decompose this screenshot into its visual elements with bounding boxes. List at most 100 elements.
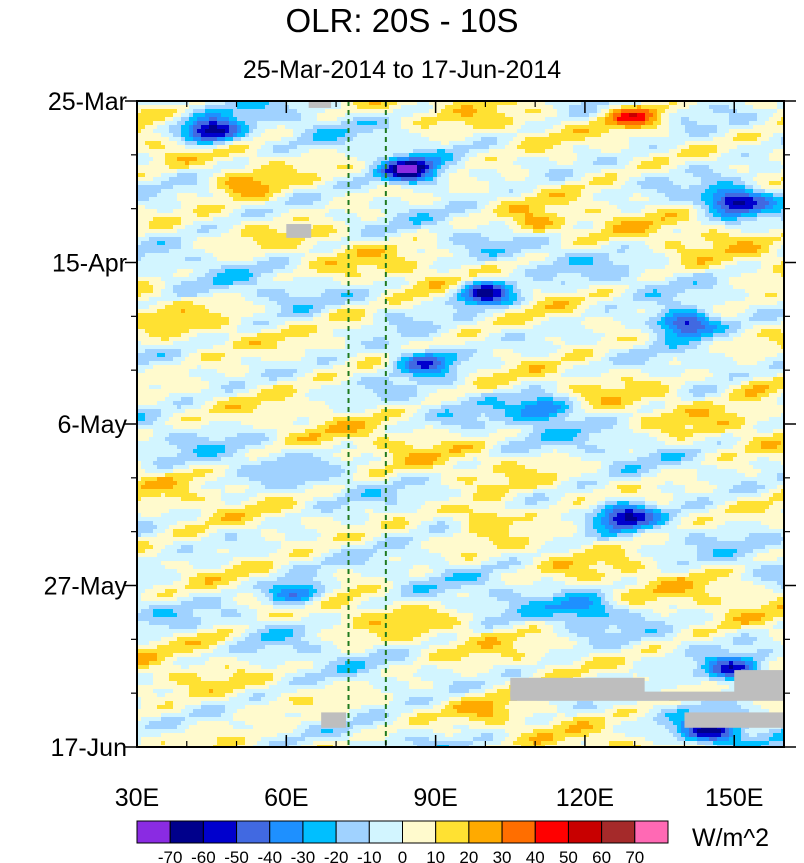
field-cell bbox=[673, 125, 678, 130]
field-cell bbox=[325, 117, 330, 122]
field-cell bbox=[733, 125, 738, 130]
field-cell bbox=[449, 201, 454, 206]
field-cell bbox=[301, 121, 306, 126]
field-cell bbox=[649, 193, 654, 198]
field-cell bbox=[601, 197, 606, 202]
field-cell bbox=[181, 121, 186, 126]
field-cell bbox=[621, 109, 626, 114]
field-cell bbox=[725, 213, 730, 218]
field-cell bbox=[737, 137, 742, 142]
field-cell bbox=[573, 101, 578, 106]
field-cell bbox=[733, 121, 738, 126]
field-cell bbox=[501, 181, 506, 186]
field-cell bbox=[513, 133, 518, 138]
field-cell bbox=[393, 105, 398, 110]
field-cell bbox=[489, 185, 494, 190]
field-cell bbox=[601, 141, 606, 146]
field-cell bbox=[533, 181, 538, 186]
field-cell bbox=[601, 201, 606, 206]
field-cell bbox=[649, 189, 654, 194]
field-cell bbox=[781, 161, 784, 166]
field-cell bbox=[365, 201, 370, 206]
field-cell bbox=[405, 125, 410, 130]
field-cell bbox=[645, 161, 650, 166]
field-cell bbox=[189, 137, 194, 142]
field-cell bbox=[597, 117, 602, 122]
field-cell bbox=[193, 173, 198, 178]
field-cell bbox=[161, 161, 166, 166]
field-cell bbox=[449, 177, 454, 182]
field-cell bbox=[181, 141, 186, 146]
field-cell bbox=[513, 153, 518, 158]
field-cell bbox=[765, 129, 770, 134]
field-cell bbox=[385, 165, 390, 170]
field-cell bbox=[737, 201, 742, 206]
field-cell bbox=[137, 133, 142, 138]
field-cell bbox=[761, 201, 766, 206]
field-cell bbox=[729, 201, 734, 206]
field-cell bbox=[145, 109, 150, 114]
field-cell bbox=[681, 209, 686, 214]
field-cell bbox=[589, 153, 594, 158]
field-cell bbox=[225, 217, 230, 222]
field-cell bbox=[201, 217, 206, 222]
field-cell bbox=[517, 141, 522, 146]
field-cell bbox=[409, 189, 414, 194]
field-cell bbox=[741, 149, 746, 154]
field-cell bbox=[653, 209, 658, 214]
field-cell bbox=[489, 105, 494, 110]
field-cell bbox=[581, 201, 586, 206]
field-cell bbox=[661, 213, 666, 218]
field-cell bbox=[753, 173, 758, 178]
field-cell bbox=[157, 121, 162, 126]
field-cell bbox=[521, 181, 526, 186]
field-cell bbox=[537, 113, 542, 118]
field-cell bbox=[681, 105, 686, 110]
field-cell bbox=[413, 165, 418, 170]
field-cell bbox=[501, 137, 506, 142]
field-cell bbox=[409, 153, 414, 158]
field-cell bbox=[549, 133, 554, 138]
field-cell bbox=[621, 189, 626, 194]
field-cell bbox=[709, 217, 714, 222]
field-cell bbox=[281, 157, 286, 162]
field-cell bbox=[281, 101, 286, 106]
field-cell bbox=[285, 173, 290, 178]
field-cell bbox=[685, 137, 690, 142]
field-cell bbox=[561, 161, 566, 166]
field-cell bbox=[429, 125, 434, 130]
field-cell bbox=[509, 113, 514, 118]
field-cell bbox=[641, 185, 646, 190]
field-cell bbox=[765, 193, 770, 198]
field-cell bbox=[693, 157, 698, 162]
field-cell bbox=[353, 105, 358, 110]
field-cell bbox=[473, 125, 478, 130]
field-cell bbox=[605, 173, 610, 178]
field-cell bbox=[197, 145, 202, 150]
field-cell bbox=[237, 145, 242, 150]
field-cell bbox=[233, 161, 238, 166]
field-cell bbox=[417, 169, 422, 174]
field-cell bbox=[245, 145, 250, 150]
field-cell bbox=[593, 153, 598, 158]
field-cell bbox=[541, 193, 546, 198]
field-cell bbox=[581, 213, 586, 218]
field-cell bbox=[149, 145, 154, 150]
field-cell bbox=[641, 157, 646, 162]
field-cell bbox=[601, 217, 606, 222]
field-cell bbox=[637, 193, 642, 198]
field-cell bbox=[745, 149, 750, 154]
field-cell bbox=[573, 137, 578, 142]
field-cell bbox=[765, 133, 770, 138]
field-cell bbox=[337, 109, 342, 114]
field-cell bbox=[261, 117, 266, 122]
field-cell bbox=[421, 181, 426, 186]
field-cell bbox=[189, 221, 194, 226]
field-cell bbox=[525, 177, 530, 182]
field-cell bbox=[141, 117, 146, 122]
field-cell bbox=[641, 117, 646, 122]
field-cell bbox=[473, 137, 478, 142]
field-cell bbox=[485, 157, 490, 162]
field-cell bbox=[777, 209, 782, 214]
field-cell bbox=[577, 113, 582, 118]
